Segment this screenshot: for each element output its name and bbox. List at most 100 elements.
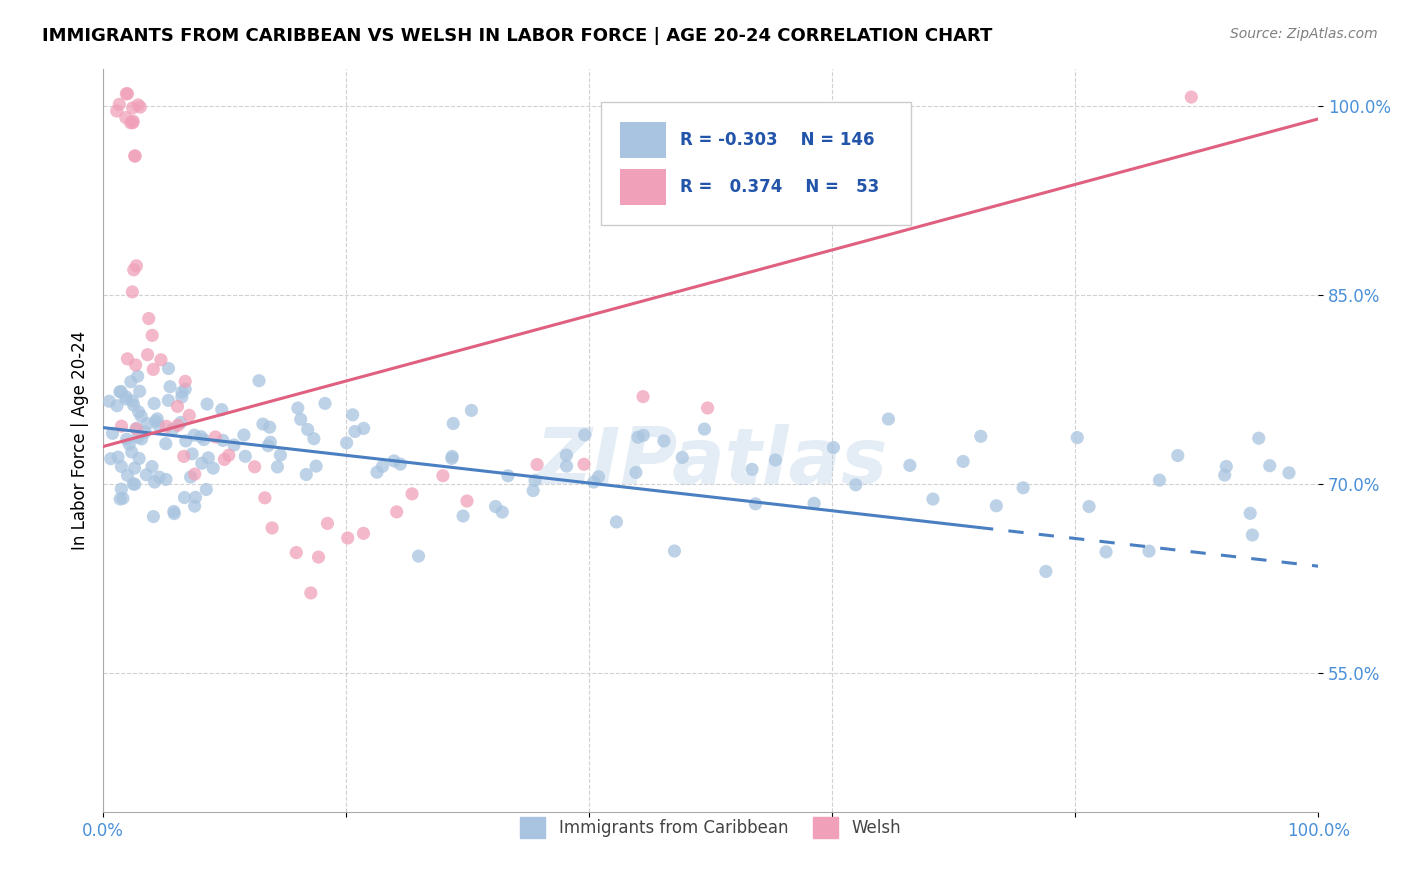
Point — [336, 435, 359, 450]
Point — [105, 399, 128, 413]
Point — [157, 393, 180, 408]
Point — [1167, 449, 1189, 463]
Point — [1095, 545, 1118, 559]
Point — [671, 450, 693, 465]
Point — [141, 459, 163, 474]
Point — [572, 457, 595, 471]
Point — [155, 472, 177, 486]
Point — [170, 416, 193, 430]
Point — [371, 459, 394, 474]
Point — [524, 474, 547, 488]
Point — [122, 114, 145, 128]
Point — [122, 263, 145, 277]
Point — [110, 384, 132, 399]
Point — [266, 459, 288, 474]
Point — [247, 374, 270, 388]
Point — [128, 384, 150, 399]
Point — [1247, 431, 1270, 445]
Point — [526, 458, 548, 472]
Text: ZIPatlas: ZIPatlas — [534, 425, 887, 500]
Point — [183, 499, 205, 513]
Point — [693, 422, 716, 436]
Point — [131, 432, 153, 446]
Point — [302, 432, 325, 446]
Text: R =   0.374    N =   53: R = 0.374 N = 53 — [681, 178, 880, 195]
Point — [100, 451, 122, 466]
Point — [287, 401, 309, 415]
Point — [174, 434, 197, 448]
Point — [823, 441, 845, 455]
Point — [314, 396, 336, 410]
Point — [121, 445, 143, 459]
Point — [124, 149, 146, 163]
Point — [166, 418, 188, 433]
Point — [222, 438, 245, 452]
Point — [1180, 90, 1202, 104]
Point — [159, 380, 181, 394]
Point — [136, 348, 159, 362]
Point — [922, 491, 945, 506]
Point — [110, 419, 132, 434]
Point — [190, 430, 212, 444]
Point — [212, 434, 235, 448]
Point — [128, 405, 150, 419]
Point — [125, 259, 148, 273]
Point — [259, 435, 281, 450]
Point — [181, 447, 204, 461]
Point — [184, 490, 207, 504]
Point — [382, 454, 405, 468]
Point — [117, 351, 139, 366]
Point — [290, 412, 312, 426]
Point — [522, 483, 544, 498]
Point — [970, 429, 993, 443]
Point — [195, 483, 218, 497]
Point — [432, 468, 454, 483]
Point — [129, 100, 152, 114]
Text: IMMIGRANTS FROM CARIBBEAN VS WELSH IN LABOR FORCE | AGE 20-24 CORRELATION CHART: IMMIGRANTS FROM CARIBBEAN VS WELSH IN LA… — [42, 27, 993, 45]
Point — [111, 491, 134, 506]
Point — [117, 468, 139, 483]
Point — [1149, 473, 1171, 487]
Point — [125, 422, 148, 436]
Point — [664, 544, 686, 558]
Point — [149, 352, 172, 367]
Point — [121, 116, 143, 130]
Point — [1213, 468, 1236, 483]
Point — [986, 499, 1008, 513]
Point — [211, 402, 233, 417]
Y-axis label: In Labor Force | Age 20-24: In Labor Force | Age 20-24 — [72, 331, 89, 549]
Point — [624, 466, 647, 480]
Point — [1137, 544, 1160, 558]
Point — [117, 87, 139, 101]
Point — [191, 456, 214, 470]
Point — [485, 500, 508, 514]
Point — [107, 450, 129, 464]
Point — [408, 549, 430, 563]
Bar — [620, 169, 666, 204]
Point — [214, 452, 236, 467]
Point — [118, 437, 141, 451]
Point — [204, 430, 226, 444]
Point — [1239, 506, 1261, 520]
Point — [166, 400, 188, 414]
Point — [183, 428, 205, 442]
Point — [308, 550, 330, 565]
Point — [173, 450, 195, 464]
Point — [148, 418, 170, 433]
Point — [1258, 458, 1281, 473]
Point — [441, 417, 464, 431]
Point — [555, 459, 578, 474]
Point — [195, 397, 218, 411]
Point — [253, 491, 276, 505]
FancyBboxPatch shape — [602, 102, 911, 225]
Point — [218, 448, 240, 462]
Point — [108, 384, 131, 399]
Point — [741, 462, 763, 476]
Point — [401, 487, 423, 501]
Point — [124, 477, 146, 491]
Point — [125, 421, 148, 435]
Point — [295, 467, 318, 482]
Point — [299, 586, 322, 600]
Point — [141, 328, 163, 343]
Point — [127, 369, 149, 384]
